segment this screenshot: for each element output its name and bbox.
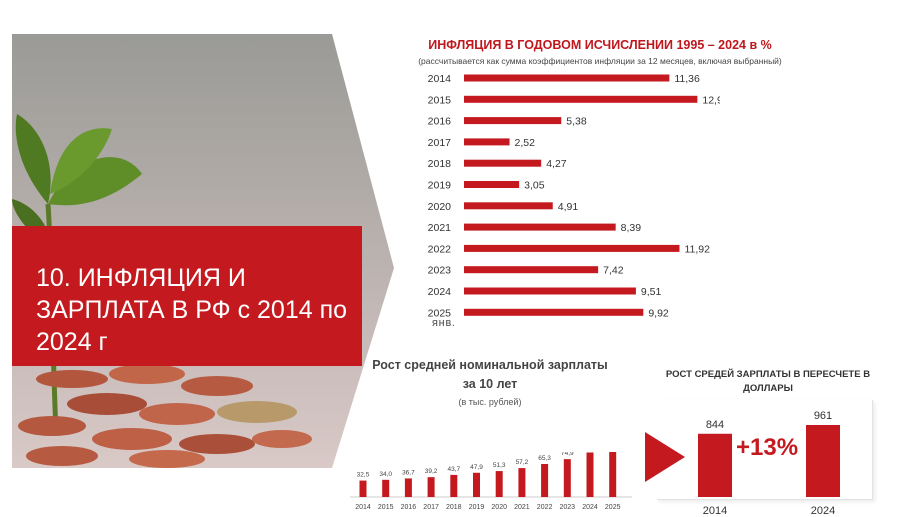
inflation-value-label: 11,36	[674, 73, 700, 85]
wage-bar	[609, 452, 617, 497]
arrow-right-icon	[645, 432, 685, 482]
wage-year-label: 2017	[423, 504, 439, 511]
wage-chart: 32,5 2014 34,0 2015 36,7 2016 39,2 2017 43,7 2018…	[350, 452, 632, 511]
inflation-chart-title: ИНФЛЯЦИЯ В ГОДОВОМ ИСЧИСЛЕНИИ 1995 – 202…	[428, 38, 772, 52]
inflation-bar	[464, 266, 599, 274]
inflation-year-label: 2019	[428, 180, 452, 192]
inflation-chart-subtitle: (рассчитывается как сумма коэффициентов …	[418, 56, 782, 66]
inflation-bar	[464, 308, 644, 316]
inflation-bar	[464, 244, 680, 252]
wage-bar	[404, 478, 412, 497]
wage-value-label: 39,2	[425, 468, 438, 475]
inflation-bar	[464, 181, 520, 188]
inflation-year-label: 2021	[428, 222, 452, 234]
wage-bar	[518, 468, 526, 497]
inflation-value-label: 2,52	[515, 137, 536, 149]
wage-bar	[473, 472, 480, 497]
inflation-value-label: 12,91	[702, 94, 720, 106]
inflation-value-label: 7,42	[603, 265, 624, 277]
inflation-chart: 2014 11,36 2015 12,91 2016 5,38 2017 2,52 2018 4,…	[428, 73, 720, 319]
wage-year-label: 2014	[355, 504, 371, 511]
january-note: ЯНВ.	[432, 319, 456, 328]
wage-value-label: 47,9	[470, 464, 483, 471]
usd-year-label: 2014	[703, 505, 727, 517]
inflation-year-label: 2020	[428, 201, 452, 213]
wage-value-label: 36,7	[402, 469, 415, 476]
wage-year-label: 2018	[446, 504, 462, 511]
usd-bar	[806, 425, 840, 497]
wage-bar	[586, 452, 594, 497]
wage-year-label: 2020	[491, 504, 507, 511]
wage-value-label: 57,2	[516, 459, 529, 466]
inflation-value-label: 5,38	[566, 116, 587, 128]
wage-bar	[495, 471, 503, 497]
wage-value-label: 34,0	[379, 471, 392, 478]
wage-chart-title: Рост средней номинальной зарплаты за 10 …	[372, 358, 608, 391]
inflation-bar	[464, 159, 542, 167]
wage-value-label: 32,5	[357, 472, 370, 479]
inflation-value-label: 4,91	[558, 201, 579, 213]
inflation-bar	[464, 287, 636, 295]
wage-year-label: 2016	[401, 504, 417, 511]
inflation-value-label: 11,92	[684, 243, 710, 255]
wage-year-label: 2024	[582, 504, 598, 511]
wage-value-label: 65,3	[538, 455, 551, 462]
wage-year-label: 2025	[605, 504, 621, 511]
wage-bar	[541, 463, 549, 497]
wage-value-label: 51,3	[493, 462, 506, 469]
inflation-bar	[464, 95, 698, 103]
title-banner	[12, 226, 362, 366]
wage-year-label: 2023	[560, 504, 576, 511]
wage-value-label: 74,9	[561, 452, 574, 457]
usd-chart-panel	[657, 400, 873, 500]
inflation-bar	[464, 223, 616, 231]
inflation-bar	[464, 74, 670, 82]
inflation-value-label: 4,27	[546, 158, 567, 170]
wage-year-label: 2019	[469, 504, 485, 511]
inflation-bar	[464, 117, 562, 125]
wage-chart-unit: (в тыс. рублей)	[458, 397, 522, 407]
inflation-year-label: 2017	[428, 137, 452, 149]
inflation-year-label: 2016	[428, 116, 452, 128]
inflation-bar	[464, 138, 510, 146]
inflation-year-label: 2023	[428, 265, 452, 277]
wage-year-label: 2015	[378, 504, 394, 511]
inflation-value-label: 9,92	[648, 307, 669, 319]
usd-chart: 844 2014 961 2024	[698, 410, 840, 517]
wage-bar	[450, 474, 458, 497]
inflation-bar	[464, 202, 553, 210]
growth-percent: +13%	[736, 434, 799, 461]
inflation-year-label: 2015	[428, 94, 452, 106]
usd-chart-title: РОСТ СРЕДЕЙ ЗАРПЛАТЫ В ПЕРЕСЧЕТЕ В ДОЛЛА…	[665, 369, 871, 394]
wage-bar	[359, 480, 367, 497]
usd-bar	[698, 433, 732, 497]
inflation-year-label: 2024	[428, 286, 452, 298]
inflation-year-label: 2022	[428, 243, 452, 255]
wage-bar	[427, 477, 435, 497]
inflation-value-label: 9,51	[641, 286, 662, 298]
wage-bar	[563, 459, 571, 497]
usd-value-label: 844	[706, 419, 724, 431]
wage-year-label: 2021	[514, 504, 530, 511]
usd-value-label: 961	[814, 410, 832, 422]
wage-bar	[382, 479, 390, 497]
coins-icon	[18, 364, 312, 468]
slide-title: 10. ИНФЛЯЦИЯ И ЗАРПЛАТА В РФ с 2014 по 2…	[36, 264, 348, 356]
inflation-year-label: 2018	[428, 158, 452, 170]
wage-value-label: 43,7	[447, 466, 460, 473]
inflation-year-label: 2014	[428, 73, 452, 85]
inflation-year-label: 2025	[428, 307, 452, 319]
inflation-value-label: 3,05	[524, 180, 545, 192]
usd-year-label: 2024	[811, 505, 835, 517]
inflation-value-label: 8,39	[621, 222, 642, 234]
wage-year-label: 2022	[537, 504, 553, 511]
